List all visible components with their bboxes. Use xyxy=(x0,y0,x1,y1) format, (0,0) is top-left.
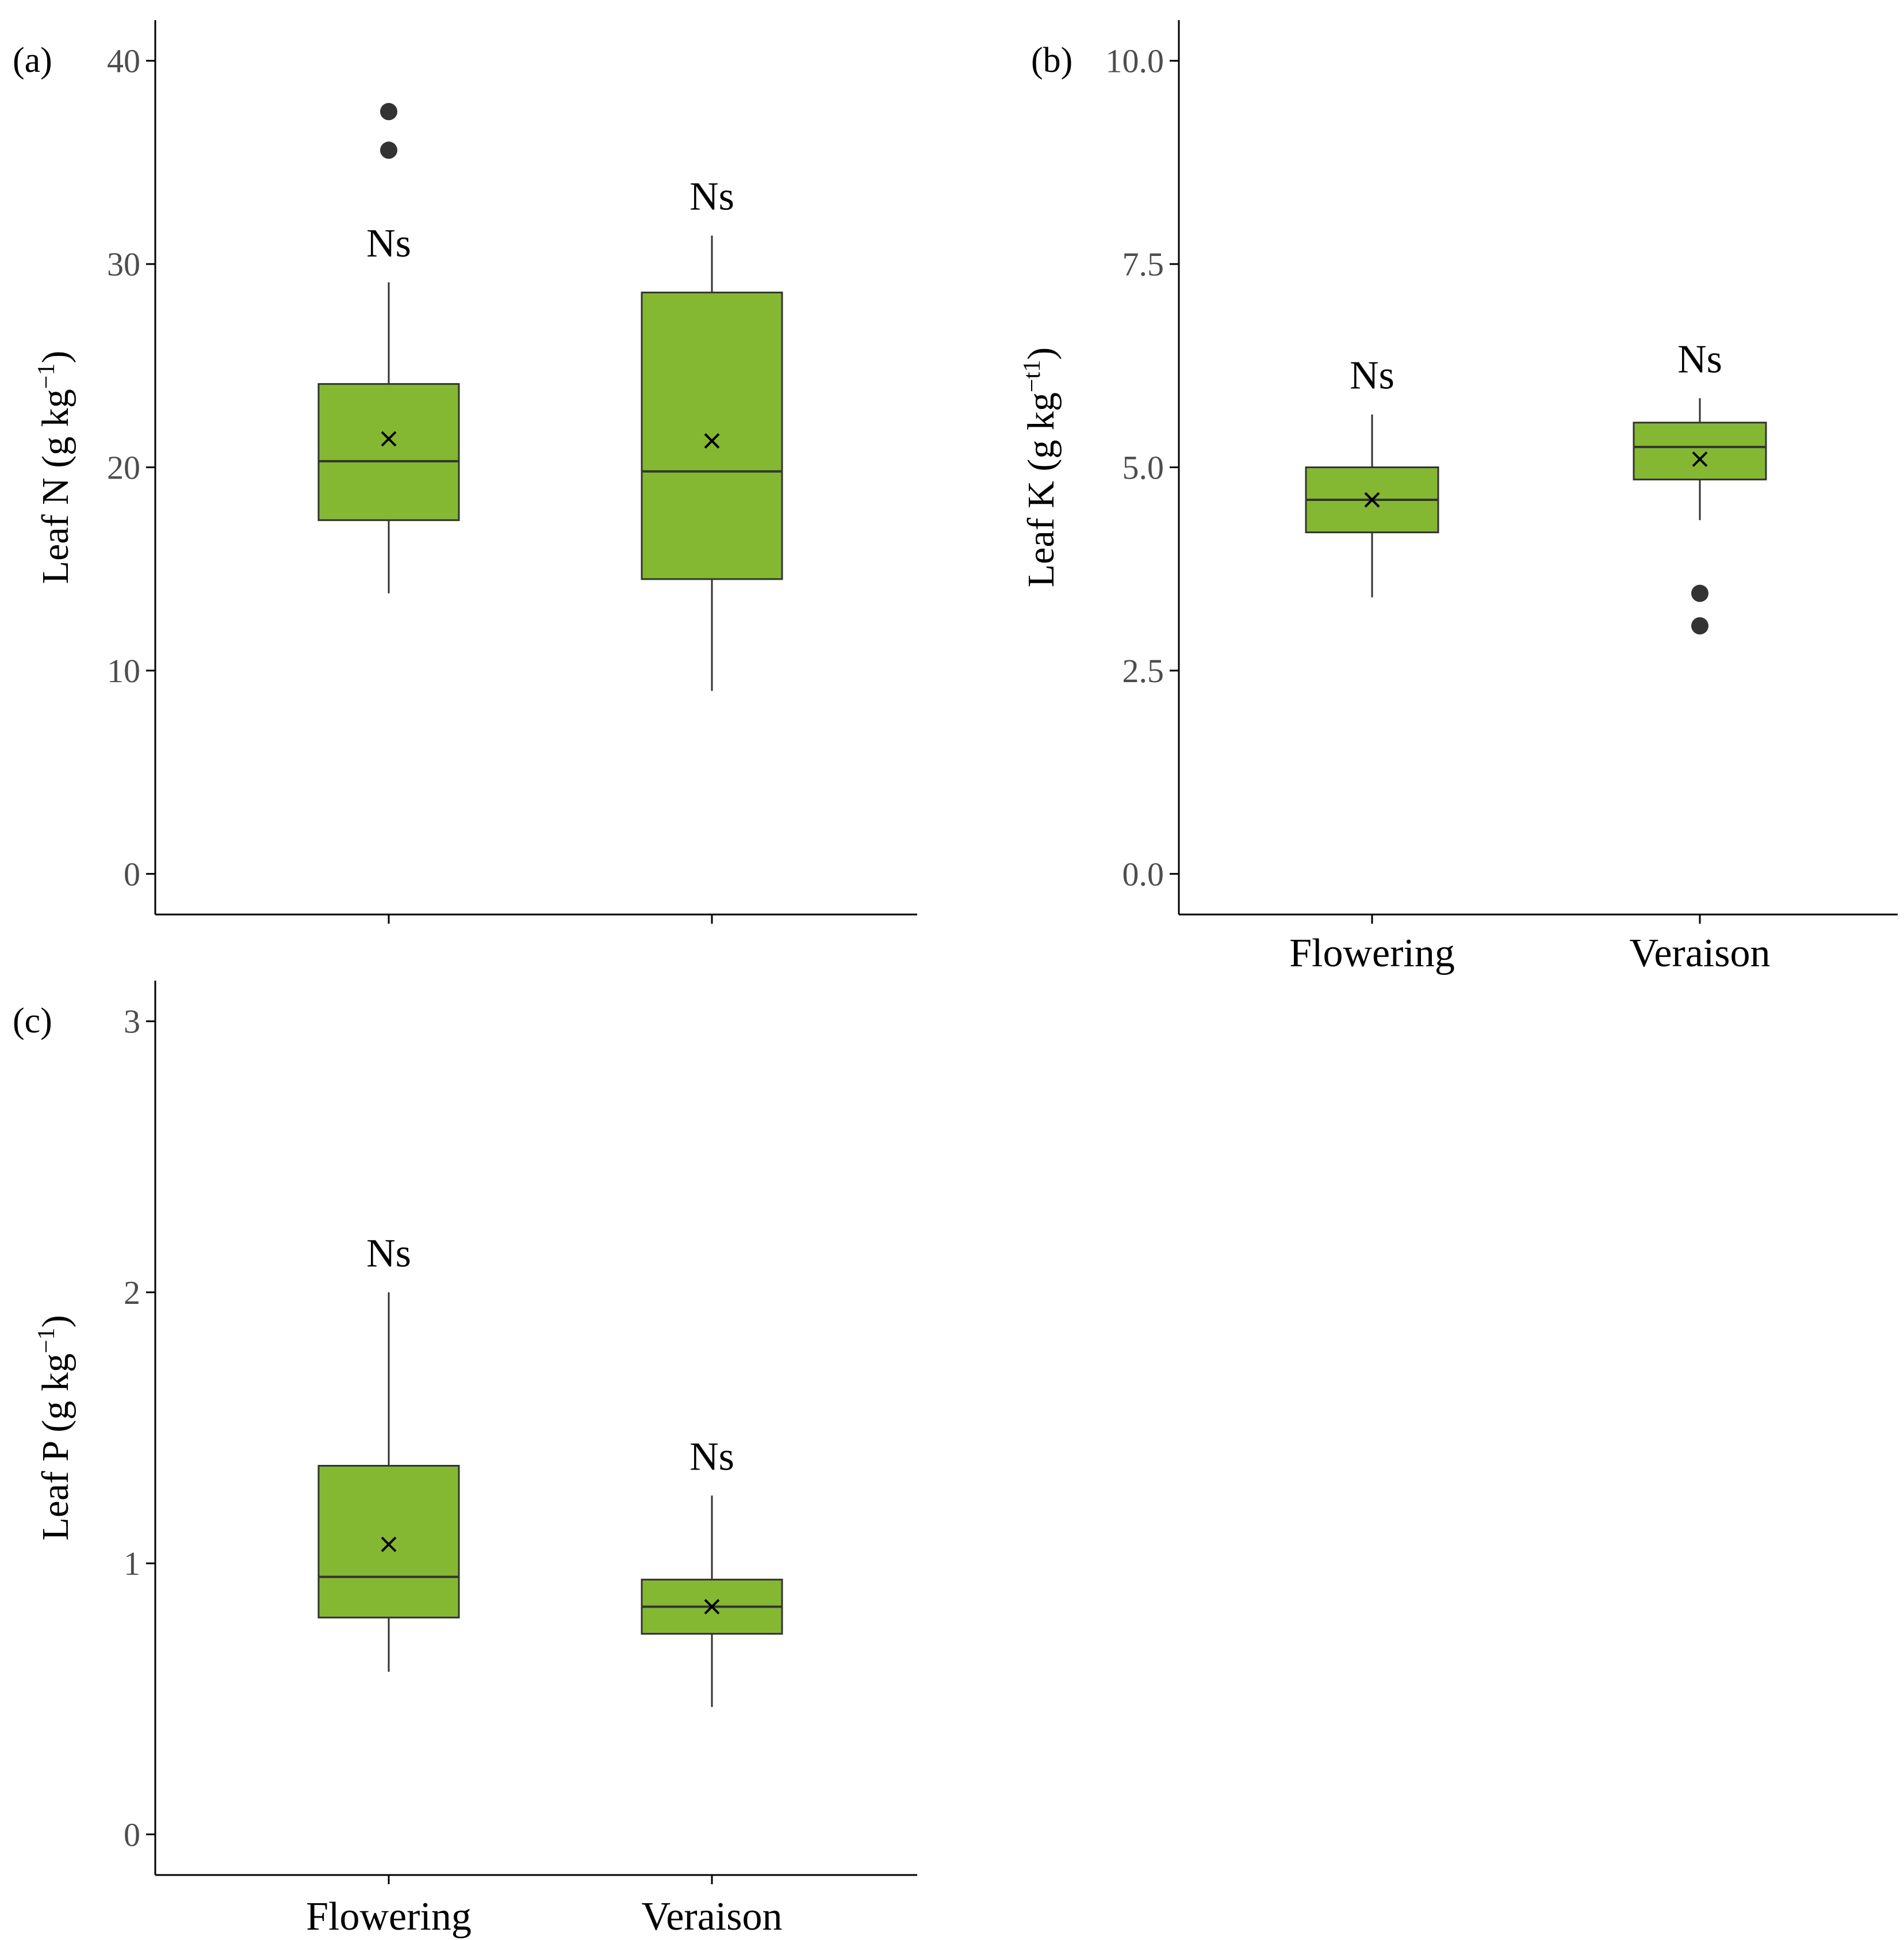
panel-0: (a) 0 10 20 30 40 Leaf N (g kg−1) Ns Ns xyxy=(13,20,917,924)
y-tick-label: 0 xyxy=(124,855,140,893)
significance-label: Ns xyxy=(1350,354,1395,398)
box-veraison: Ns xyxy=(641,1434,783,1707)
x-tick-label: Flowering xyxy=(306,1895,472,1939)
y-tick-label: 0 xyxy=(124,1816,140,1853)
significance-label: Ns xyxy=(689,1434,734,1479)
box-veraison: Ns xyxy=(1633,337,1767,635)
y-tick-label: 10.0 xyxy=(1106,43,1164,80)
y-tick-label: 10 xyxy=(107,652,140,690)
iqr-box xyxy=(641,292,783,580)
iqr-box xyxy=(317,383,460,521)
mean-marker xyxy=(704,433,720,449)
panel-2: (c) 0 1 2 3 Leaf P (g kg−1) Flowering Veraison N… xyxy=(13,981,917,1939)
iqr-box xyxy=(1633,422,1767,481)
iqr-box xyxy=(317,1464,460,1618)
panel-label: (b) xyxy=(1031,41,1072,80)
mean-marker xyxy=(704,1599,720,1614)
y-tick-label: 30 xyxy=(107,246,140,283)
box-flowering: Ns xyxy=(1305,354,1439,598)
x-tick-label: Flowering xyxy=(1289,931,1455,975)
y-tick-label: 40 xyxy=(107,43,140,80)
y-tick-label: 1 xyxy=(124,1545,140,1582)
mean-marker xyxy=(1364,492,1380,508)
panel-1: (b) 0.0 2.5 5.0 7.5 10.0 Leaf K (g kg−t1) Flowe… xyxy=(1019,20,1898,975)
significance-label: Ns xyxy=(366,1231,411,1276)
box-flowering: Ns xyxy=(317,1231,460,1672)
outlier-point xyxy=(1691,584,1708,602)
outlier-point xyxy=(380,103,397,121)
y-tick-label: 5.0 xyxy=(1123,449,1164,487)
panel-label: (c) xyxy=(13,1001,52,1040)
box-flowering: Ns xyxy=(317,103,460,594)
y-tick-label: 20 xyxy=(107,449,140,487)
y-tick-label: 2 xyxy=(124,1274,140,1311)
mean-marker xyxy=(1692,451,1708,467)
significance-label: Ns xyxy=(1677,337,1722,381)
y-tick-label: 0.0 xyxy=(1123,855,1164,893)
outlier-point xyxy=(380,141,397,159)
y-axis-title: Leaf P (g kg−1) xyxy=(33,1315,76,1540)
outlier-point xyxy=(1691,617,1708,635)
y-tick-label: 7.5 xyxy=(1123,246,1164,283)
significance-label: Ns xyxy=(366,221,411,266)
x-tick-label: Veraison xyxy=(642,1895,783,1939)
y-axis-title: Leaf N (g kg−1) xyxy=(33,351,76,584)
mean-marker xyxy=(381,431,397,447)
box-veraison: Ns xyxy=(641,175,783,691)
mean-marker xyxy=(381,1536,397,1552)
panel-label: (a) xyxy=(13,41,52,80)
x-tick-label: Veraison xyxy=(1630,931,1771,975)
y-tick-label: 2.5 xyxy=(1123,652,1164,690)
significance-label: Ns xyxy=(689,175,734,219)
y-axis-title: Leaf K (g kg−t1) xyxy=(1019,347,1062,587)
y-tick-label: 3 xyxy=(124,1003,140,1040)
